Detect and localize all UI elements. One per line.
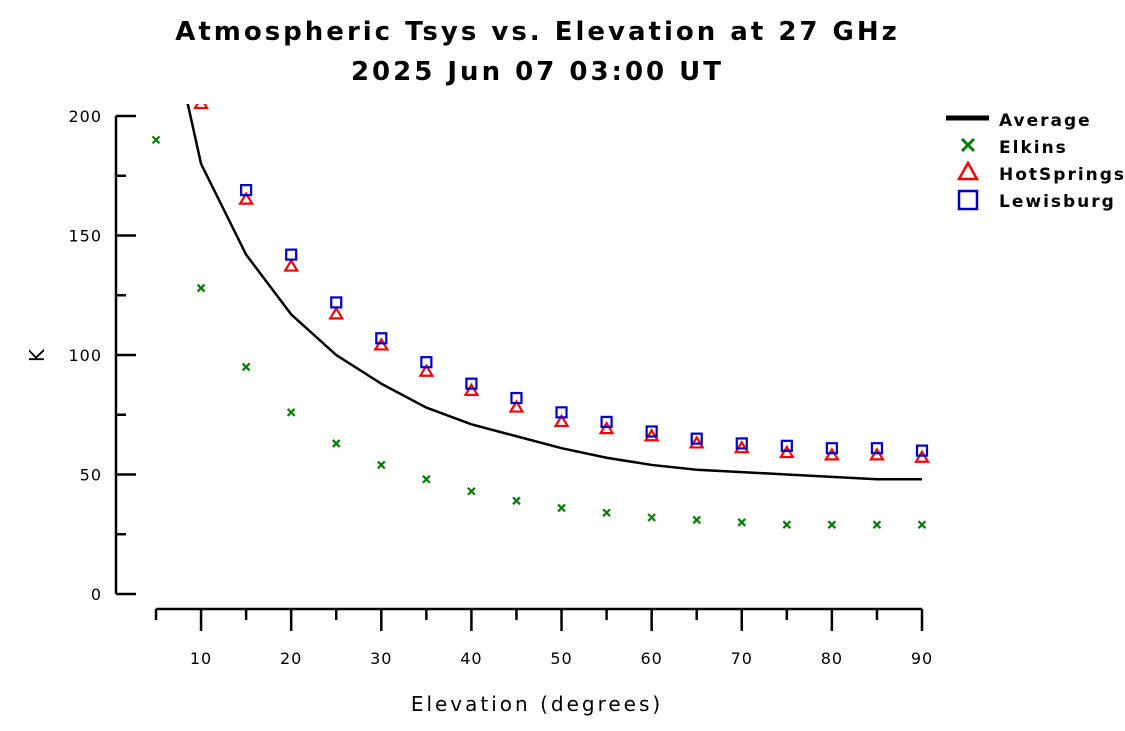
lewisburg-point <box>690 432 703 445</box>
elkins-point <box>692 515 701 525</box>
legend: Average Elkins HotSprings Lewisburg <box>946 111 1125 212</box>
legend-hotsprings-swatch <box>956 160 980 181</box>
hotsprings-point <box>823 447 840 461</box>
hotsprings-point <box>868 447 885 461</box>
legend-hotsprings-label: HotSprings <box>999 165 1125 185</box>
lewisburg-point <box>825 442 838 455</box>
elkins-point <box>377 460 386 470</box>
elkins-point <box>196 283 206 293</box>
hotsprings-point <box>373 337 390 351</box>
elkins-point <box>467 486 476 496</box>
lewisburg-point <box>645 425 658 438</box>
lewisburg-point <box>555 406 568 419</box>
x-tick-label: 50 <box>550 649 572 668</box>
elkins-point <box>331 439 341 448</box>
hotsprings-point <box>193 104 210 110</box>
lewisburg-point <box>735 437 748 450</box>
y-tick-label: 150 <box>68 227 102 246</box>
legend-elkins-label: Elkins <box>999 138 1068 158</box>
x-tick-label: 10 <box>190 649 212 668</box>
x-tick-label: 70 <box>731 649 753 668</box>
hotsprings-point <box>463 382 480 396</box>
legend-average-label: Average <box>999 111 1092 131</box>
legend-lewisburg-label: Lewisburg <box>999 192 1116 212</box>
y-tick-label: 0 <box>91 585 102 604</box>
hotsprings-point <box>914 449 930 463</box>
chart-title: Atmospheric Tsys vs. Elevation at 27 GHz <box>175 17 900 47</box>
hotsprings-point <box>778 444 795 459</box>
lewisburg-point <box>420 356 433 369</box>
legend-elkins-swatch <box>960 137 976 153</box>
hotsprings-point <box>508 399 525 413</box>
average-series-line <box>186 104 922 481</box>
y-tick-label: 100 <box>68 346 102 365</box>
lewisburg-point <box>510 391 523 405</box>
hotsprings-point <box>238 191 255 205</box>
lewisburg-point <box>870 442 884 455</box>
x-tick-label: 90 <box>911 649 933 668</box>
hotsprings-point <box>688 435 705 449</box>
y-axis-title: K <box>25 346 49 362</box>
lewisburg-point <box>915 444 929 457</box>
hotsprings-point <box>733 440 750 454</box>
hotsprings-point <box>418 363 435 377</box>
elkins-point <box>917 520 927 529</box>
axes: 0 50 100 150 200 10 20 30 40 50 60 70 80 90 <box>68 107 933 668</box>
hotsprings-point <box>598 420 615 435</box>
x-tick-label: 20 <box>280 649 302 668</box>
elkins-point <box>872 520 882 529</box>
elkins-point <box>647 513 656 522</box>
elkins-point <box>602 508 611 518</box>
lewisburg-point <box>330 296 343 309</box>
lewisburg-point <box>780 439 793 452</box>
x-tick-label: 30 <box>370 649 392 668</box>
lewisburg-point <box>285 248 298 261</box>
hotsprings-point <box>283 258 300 272</box>
elkins-point <box>422 475 431 484</box>
elkins-point <box>827 520 837 529</box>
elkins-point <box>241 362 251 372</box>
plot-area <box>151 104 930 529</box>
lewisburg-point <box>240 183 253 197</box>
x-tick-label: 60 <box>640 649 662 668</box>
hotsprings-point <box>643 428 660 442</box>
x-axis-title: Elevation (degrees) <box>411 692 663 716</box>
chart-subtitle: 2025 Jun 07 03:00 UT <box>350 57 725 87</box>
lewisburg-point <box>375 332 388 345</box>
legend-lewisburg-swatch <box>957 189 979 211</box>
hotsprings-point <box>328 306 345 320</box>
elkins-point <box>512 496 521 506</box>
elkins-point <box>286 408 296 417</box>
y-tick-label: 50 <box>80 466 102 485</box>
x-tick-label: 80 <box>821 649 843 668</box>
elkins-point <box>557 503 566 513</box>
elkins-point <box>151 135 161 145</box>
lewisburg-point <box>465 377 478 390</box>
hotsprings-point <box>553 413 570 428</box>
elkins-point <box>782 520 792 529</box>
elkins-point <box>737 518 747 527</box>
lewisburg-point <box>600 415 613 429</box>
x-tick-label: 40 <box>460 649 482 668</box>
y-tick-label: 200 <box>68 107 102 126</box>
